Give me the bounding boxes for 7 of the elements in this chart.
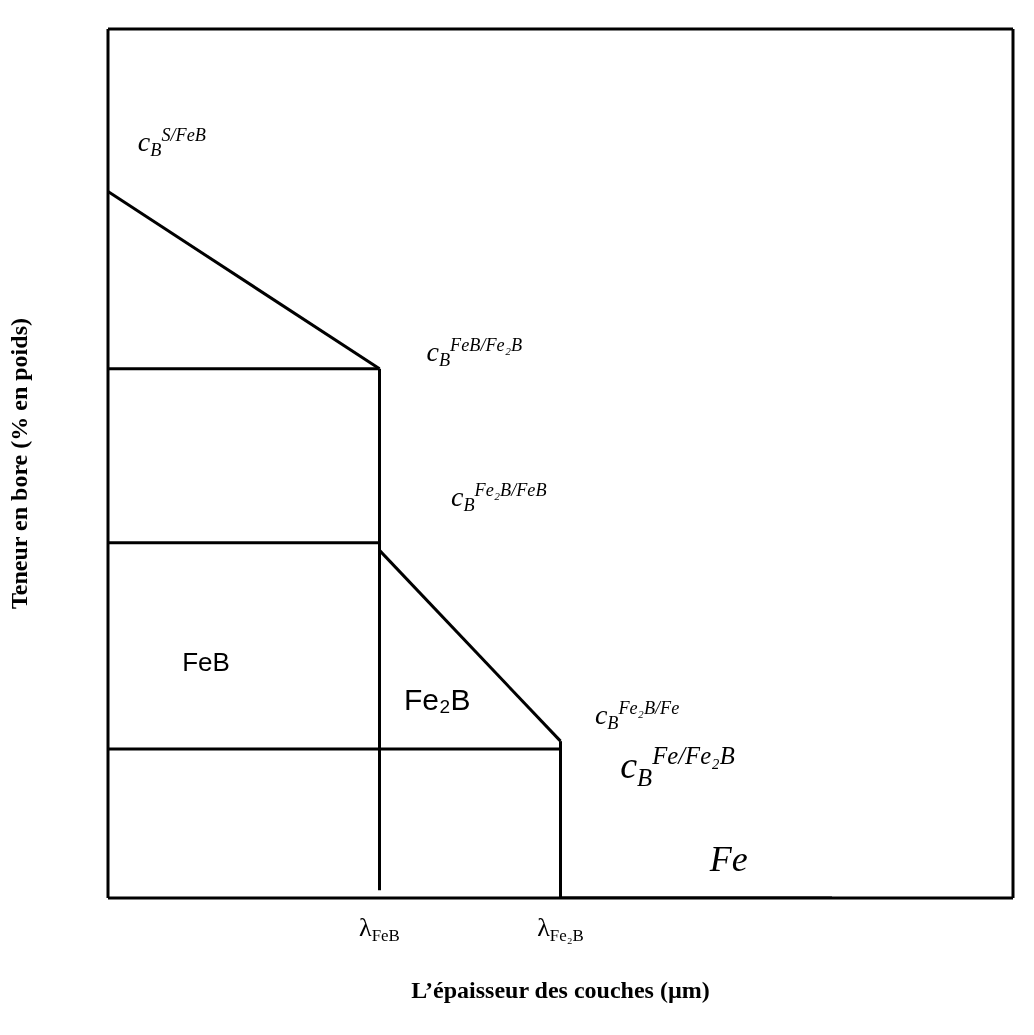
annotation: Fe	[708, 839, 748, 880]
y-axis-title: Teneur en bore (% en poids)	[5, 318, 32, 609]
x-tick-label: λ$_{Fe₂B}$	[537, 913, 584, 946]
x-axis-title: L’épaisseur des couches (µm)	[411, 977, 710, 1003]
x-tick-label: λ$_{FeB}$	[359, 913, 400, 946]
annotation: Fe₂B	[403, 683, 471, 717]
annotation: FeB	[182, 647, 230, 678]
